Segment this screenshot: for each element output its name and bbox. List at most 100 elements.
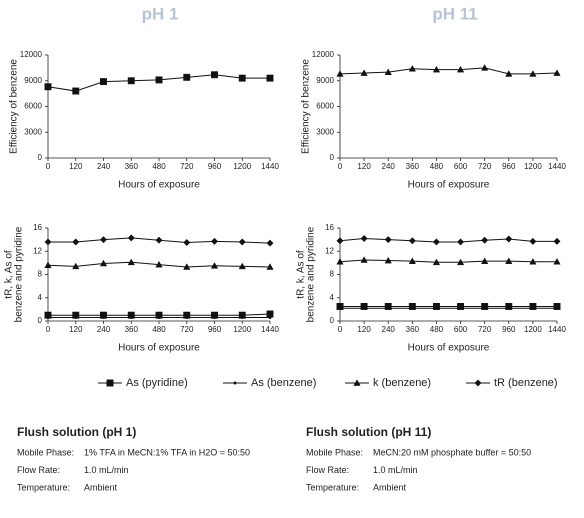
y-axis-label: benzene and pyridine xyxy=(306,226,317,322)
marker-square xyxy=(238,74,246,82)
marker-diamond xyxy=(505,235,513,243)
x-tick-label: 360 xyxy=(406,162,420,171)
marker-diamond xyxy=(99,236,108,244)
x-tick-label: 480 xyxy=(430,325,444,334)
y-tick-label: 3000 xyxy=(24,127,42,136)
legend-label: As (benzene) xyxy=(251,377,316,389)
marker-diamond xyxy=(336,237,344,245)
x-tick-label: 1440 xyxy=(261,162,279,171)
marker-diamond xyxy=(360,234,368,243)
x-axis-label: Hours of exposure xyxy=(408,180,490,191)
x-tick-label: 0 xyxy=(338,325,343,334)
marker-triangle xyxy=(408,65,416,72)
x-tick-label: 480 xyxy=(430,162,444,171)
marker-triangle xyxy=(456,258,465,266)
y-tick-label: 12 xyxy=(325,246,334,255)
marker-dot xyxy=(434,306,438,310)
x-tick-label: 0 xyxy=(46,325,51,334)
marker-triangle xyxy=(72,262,80,270)
marker-diamond xyxy=(155,236,163,244)
marker-triangle xyxy=(238,262,246,270)
marker-dot xyxy=(240,315,244,320)
flush-value: MeCN:20 mM phosphate buffer = 50:50 xyxy=(373,447,531,457)
marker-diamond xyxy=(72,238,80,246)
y-axis-label: benzene and pyridine xyxy=(14,226,25,322)
marker-triangle xyxy=(44,261,52,269)
flush-value: 1% TFA in MeCN:1% TFA in H2O = 50:50 xyxy=(84,447,250,457)
marker-dot xyxy=(101,315,106,320)
marker-triangle xyxy=(553,69,561,76)
y-tick-label: 4 xyxy=(330,293,335,302)
y-tick-label: 9000 xyxy=(24,76,42,85)
marker-diamond xyxy=(384,236,392,244)
marker-square xyxy=(100,78,107,86)
x-tick-label: 480 xyxy=(152,325,166,334)
y-tick-label: 8 xyxy=(38,270,43,279)
x-tick-label: 600 xyxy=(454,325,468,334)
x-tick-label: 720 xyxy=(478,325,492,334)
marker-triangle xyxy=(505,257,513,264)
marker-triangle xyxy=(408,257,416,264)
flush-value: Ambient xyxy=(373,482,407,492)
x-tick-label: 960 xyxy=(502,325,516,334)
x-tick-label: 120 xyxy=(69,325,83,334)
x-tick-label: 960 xyxy=(208,325,222,334)
marker-square xyxy=(183,73,191,81)
x-tick-label: 720 xyxy=(478,162,492,171)
marker-square xyxy=(211,71,218,79)
marker-dot xyxy=(233,381,237,385)
marker-triangle xyxy=(529,70,537,77)
marker-triangle xyxy=(336,257,344,265)
y-tick-label: 0 xyxy=(330,316,335,325)
flush-value: 1.0 mL/min xyxy=(84,465,129,475)
marker-dot xyxy=(157,315,161,320)
marker-triangle xyxy=(353,379,361,386)
y-tick-label: 6000 xyxy=(24,102,42,111)
x-tick-label: 1440 xyxy=(548,325,566,334)
x-tick-label: 1440 xyxy=(548,162,566,171)
series-line xyxy=(339,67,558,75)
x-axis-label: Hours of exposure xyxy=(118,180,200,191)
marker-square xyxy=(44,83,52,91)
marker-triangle xyxy=(155,260,163,268)
legend-label: As (pyridine) xyxy=(126,377,188,389)
marker-triangle xyxy=(505,70,513,77)
y-tick-label: 0 xyxy=(38,153,43,162)
marker-dot xyxy=(410,306,414,310)
flush-label: Mobile Phase: xyxy=(306,447,363,457)
x-tick-label: 240 xyxy=(382,325,396,334)
x-tick-label: 360 xyxy=(125,325,139,334)
marker-dot xyxy=(129,315,133,320)
marker-dot xyxy=(268,315,272,320)
y-axis-label: Efficiency of benzene xyxy=(9,59,20,154)
y-tick-label: 12 xyxy=(33,246,42,255)
y-tick-label: 9000 xyxy=(316,76,334,85)
marker-diamond xyxy=(529,237,537,245)
x-tick-label: 1200 xyxy=(233,162,251,171)
x-tick-label: 120 xyxy=(357,325,371,334)
marker-triangle xyxy=(360,256,368,263)
marker-diamond xyxy=(481,236,489,244)
y-tick-label: 16 xyxy=(325,223,334,232)
marker-square xyxy=(155,76,163,84)
marker-triangle xyxy=(127,258,135,266)
x-tick-label: 120 xyxy=(69,162,83,171)
x-tick-label: 0 xyxy=(46,162,51,171)
marker-triangle xyxy=(456,65,465,73)
x-tick-label: 1440 xyxy=(261,325,279,334)
chart-title: pH 1 xyxy=(142,4,179,23)
x-tick-label: 360 xyxy=(125,162,139,171)
marker-diamond xyxy=(44,238,52,246)
marker-diamond xyxy=(183,238,191,247)
y-tick-label: 12000 xyxy=(20,50,43,59)
marker-diamond xyxy=(408,237,416,245)
marker-dot xyxy=(362,306,366,310)
marker-triangle xyxy=(553,257,561,265)
marker-diamond xyxy=(266,239,274,247)
y-tick-label: 3000 xyxy=(316,127,334,136)
flush-label: Mobile Phase: xyxy=(17,447,74,457)
flush-label: Flow Rate: xyxy=(17,465,60,475)
y-axis-label: tR, k, As of xyxy=(4,250,15,299)
marker-triangle xyxy=(384,68,392,75)
flush-value: Ambient xyxy=(84,482,118,492)
